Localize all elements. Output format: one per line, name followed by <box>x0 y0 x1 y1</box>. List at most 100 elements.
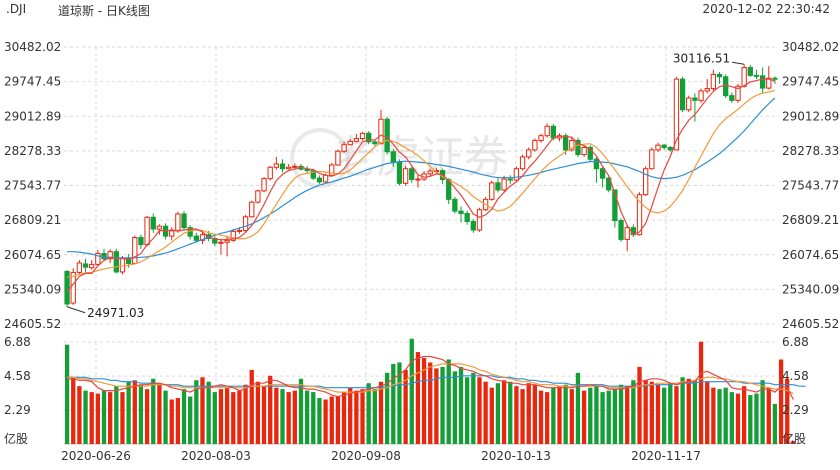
candle-down <box>692 97 698 101</box>
volume-bar <box>705 381 710 444</box>
volume-bar <box>169 399 174 444</box>
volume-bar <box>175 398 181 444</box>
candle-down <box>470 221 476 231</box>
price-tick-left: 25340.09 <box>4 282 61 296</box>
volume-bar <box>557 386 562 444</box>
candle-down <box>587 146 593 160</box>
volume-bar <box>698 341 704 444</box>
candle-down <box>316 177 323 183</box>
volume-bar <box>138 384 144 444</box>
volume-bar <box>600 392 605 444</box>
timestamp: 2020-12-02 22:30:42 <box>702 2 830 16</box>
candle-down <box>612 189 618 222</box>
volume-bar <box>409 338 414 444</box>
candle-up <box>655 144 661 151</box>
volume-bar <box>477 377 482 444</box>
candle-up <box>341 144 347 152</box>
volume-bar <box>434 368 439 444</box>
candle-up <box>402 168 409 184</box>
candle-down <box>384 118 390 153</box>
volume-bar <box>606 390 611 444</box>
volume-bar <box>668 383 673 444</box>
candle-up <box>427 170 433 175</box>
volume-bar <box>446 359 451 444</box>
volume-bar <box>218 389 224 444</box>
volume-bar <box>415 352 421 444</box>
volume-ma5-line <box>67 355 794 400</box>
candle-down <box>753 74 760 77</box>
volume-bar <box>631 380 636 444</box>
volume-bar <box>711 387 716 444</box>
x-tick-label: 2020-08-03 <box>181 449 251 463</box>
price-tick-left: 29012.89 <box>4 109 61 123</box>
low-label: 24971.03 <box>87 306 144 320</box>
candle-up <box>710 73 717 90</box>
candle-up <box>89 263 95 269</box>
volume-bar <box>686 378 691 444</box>
volume-bar <box>114 386 119 444</box>
candle-down <box>82 263 89 268</box>
candle-down <box>562 135 569 151</box>
volume-bar <box>661 387 667 444</box>
candle-up <box>741 67 747 87</box>
volume-bar <box>440 366 445 444</box>
candle-up <box>230 230 236 241</box>
candle-up <box>698 90 704 101</box>
candle-down <box>606 177 612 191</box>
volume-bar <box>64 344 70 444</box>
price-tick-left: 26809.21 <box>4 213 61 227</box>
volume-ma-lines <box>67 355 806 400</box>
candle-down <box>618 220 624 240</box>
price-tick-right: 27543.77 <box>782 179 839 193</box>
axis-labels: 30482.02 30482.02 29747.45 29747.45 29012.89… <box>4 40 839 463</box>
candle-up <box>532 139 538 151</box>
watermark: 老虎证券 <box>290 128 508 188</box>
volume-unit-right: 亿股 <box>782 431 806 446</box>
candle-down <box>729 95 735 101</box>
volume-bar <box>612 389 618 444</box>
volume-bar <box>563 384 568 444</box>
candle-up <box>169 230 175 237</box>
volume-bar <box>243 384 248 444</box>
candle-up <box>673 78 680 151</box>
volume-bar <box>545 392 550 444</box>
volume-bar <box>551 387 556 444</box>
chart-title: 道琼斯 - 日K线图 <box>58 4 150 18</box>
volume-bar <box>514 386 519 444</box>
volume-bar <box>489 387 494 444</box>
volume-bar <box>520 389 525 444</box>
price-tick-left: 30482.02 <box>4 40 61 54</box>
volume-bar <box>748 395 753 444</box>
volume-bar <box>200 377 205 444</box>
volume-bar <box>151 378 156 444</box>
volume-bar <box>501 380 507 444</box>
volume-bar <box>458 366 464 444</box>
high-pointer <box>732 61 745 65</box>
candle-up <box>766 77 772 89</box>
volume-bar <box>231 392 236 444</box>
price-tick-right: 28278.33 <box>782 144 839 158</box>
annotations: 30116.51 24971.03 <box>66 51 745 320</box>
volume-bar <box>637 366 642 444</box>
candle-down <box>181 213 187 229</box>
candle-down <box>64 270 70 305</box>
candle-down <box>593 158 600 170</box>
volume-bar <box>372 389 377 444</box>
volume-bar <box>378 381 384 444</box>
volume-bar <box>261 386 267 444</box>
candle-down <box>279 163 286 170</box>
volume-bar <box>508 381 513 444</box>
candle-up <box>70 271 76 304</box>
candle-up <box>476 209 483 231</box>
watermark-logo <box>290 128 350 188</box>
volume-bar <box>741 386 747 444</box>
volume-bar <box>144 389 150 444</box>
candle-down <box>366 132 372 143</box>
symbol-label: .DJI <box>6 2 27 16</box>
low-pointer <box>66 306 86 314</box>
volume-bar <box>618 384 624 444</box>
volume-bar <box>594 386 599 444</box>
price-tick-right: 29747.45 <box>782 75 839 89</box>
candle-down <box>310 170 316 179</box>
